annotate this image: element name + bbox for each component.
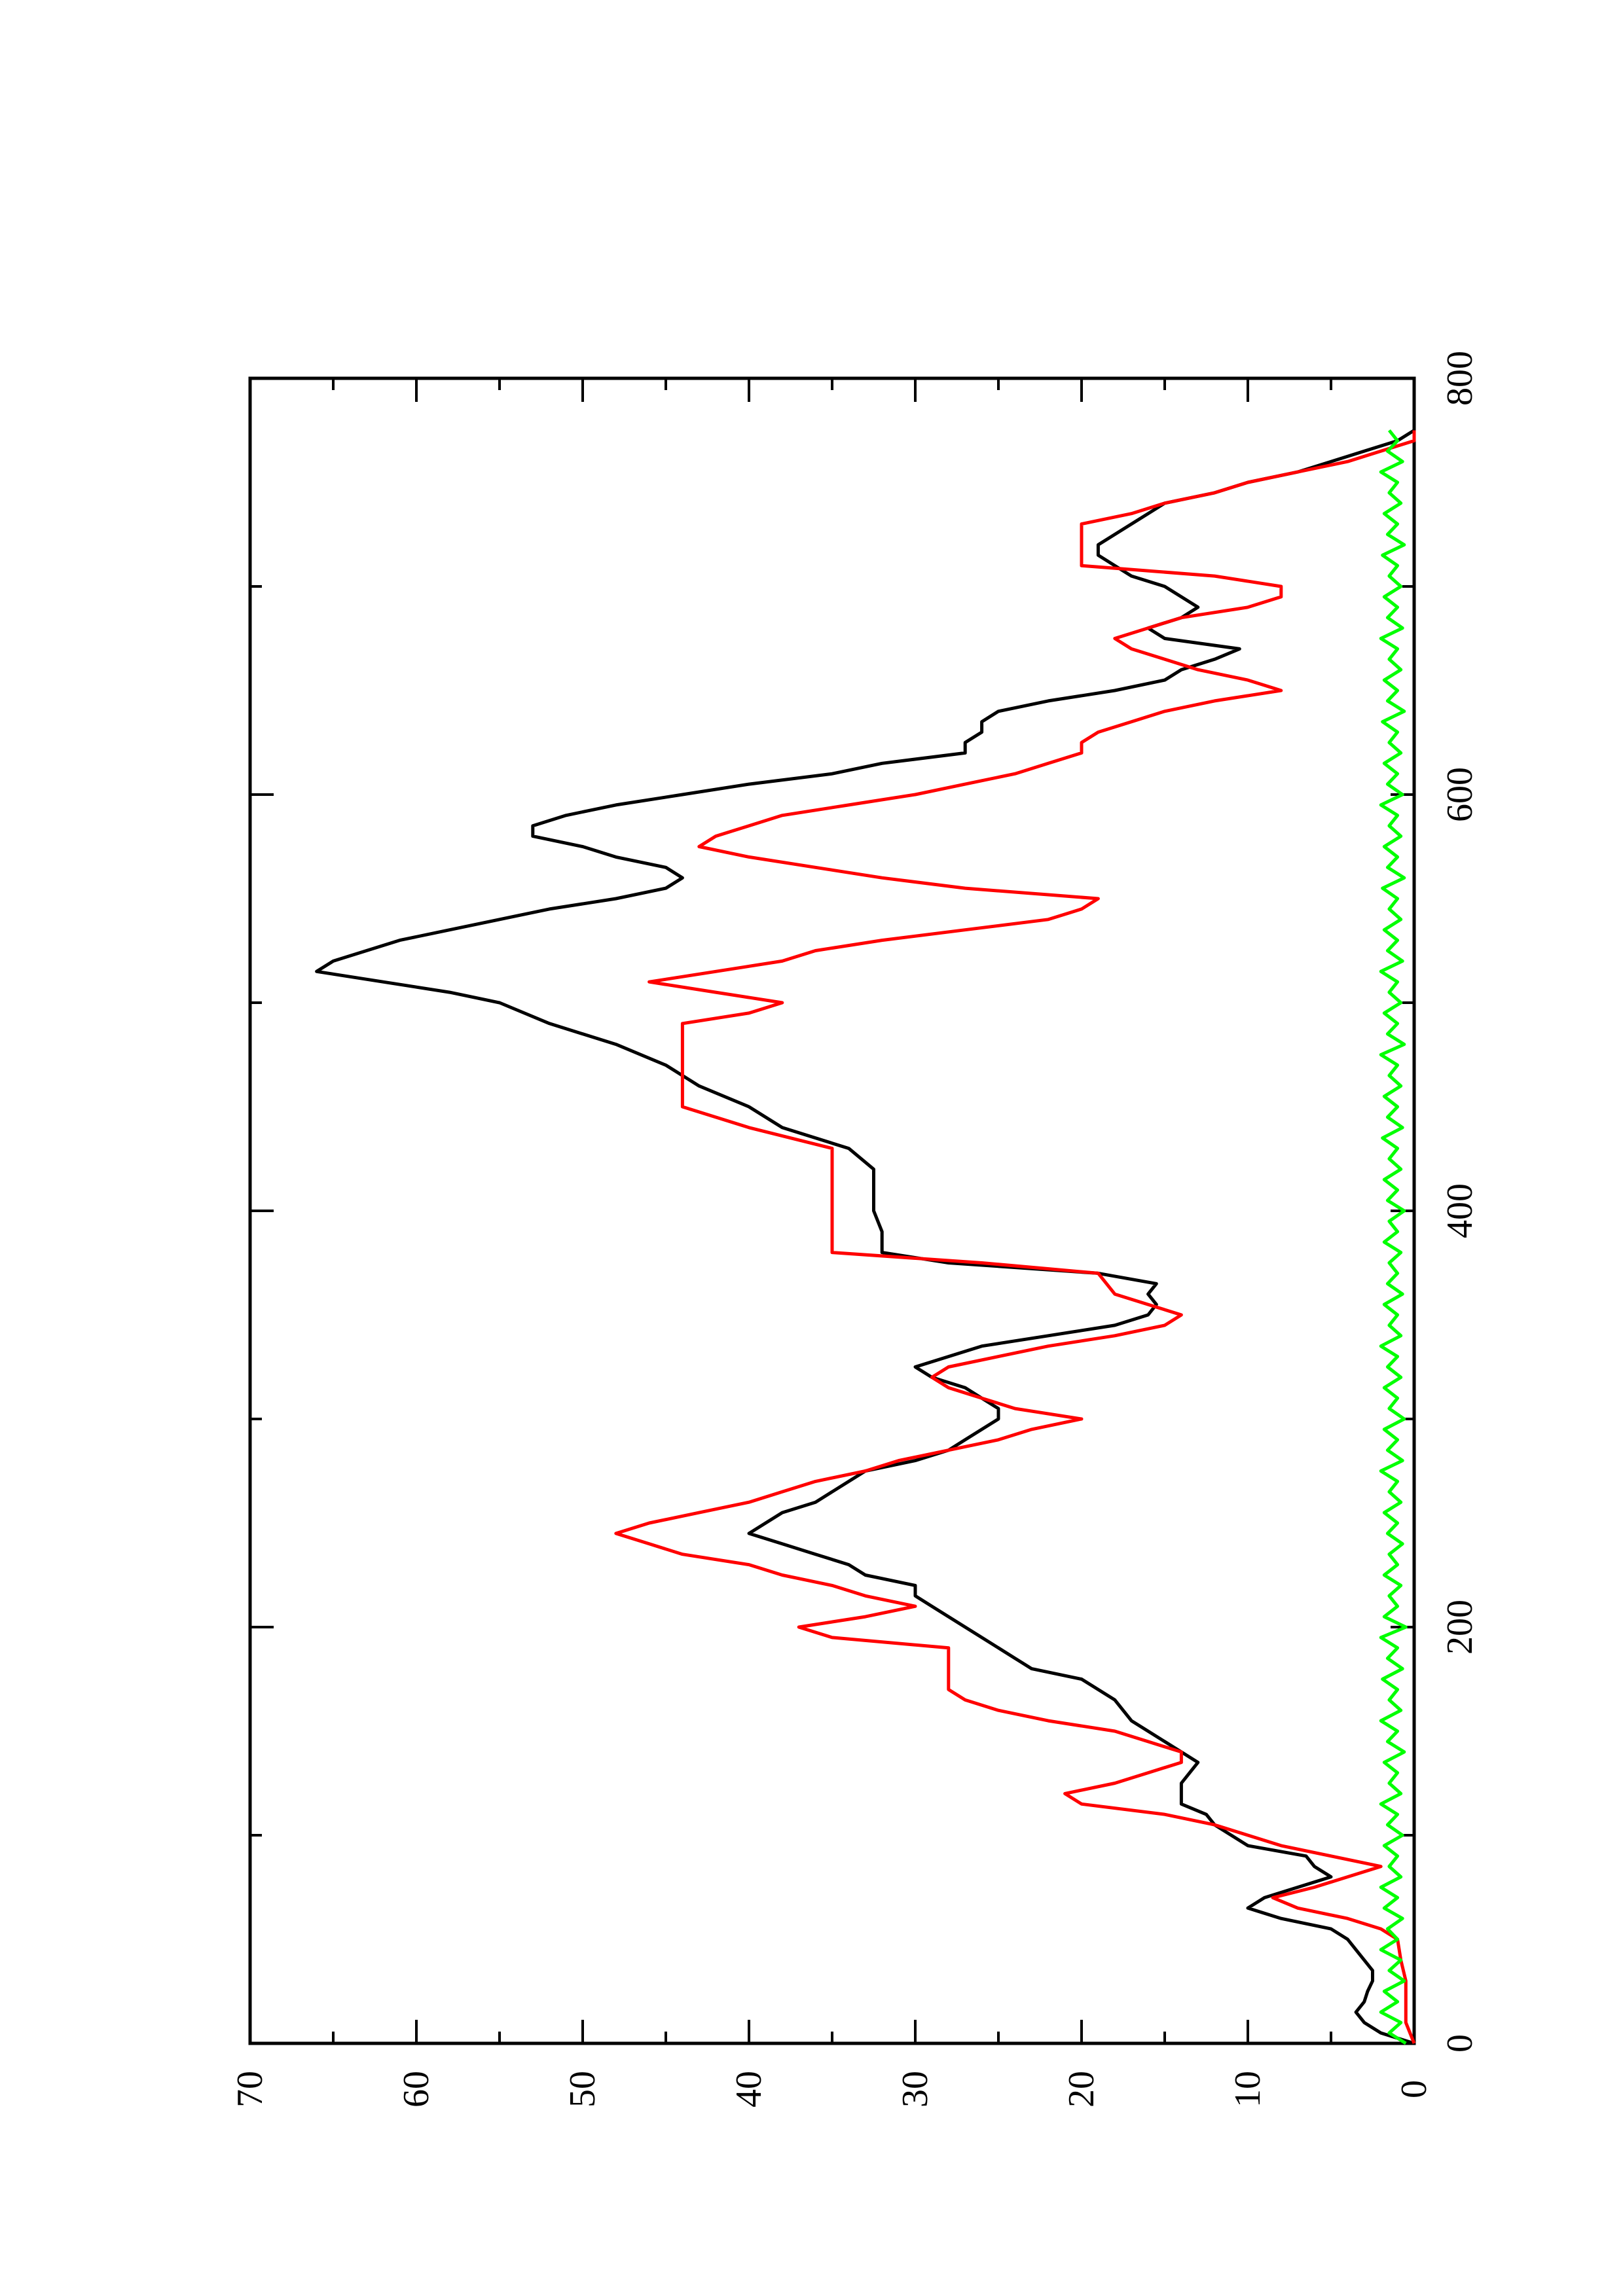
y-tick-label: 50 xyxy=(562,2071,603,2108)
series-green-line xyxy=(1379,429,1408,2045)
series-layer xyxy=(315,429,1416,2045)
plot-area xyxy=(248,376,1416,2045)
x-tick-label: 600 xyxy=(1440,767,1480,822)
tick-marks xyxy=(249,377,1415,2045)
y-tick-label: 40 xyxy=(729,2071,769,2108)
series-black-line xyxy=(315,429,1415,2045)
x-tick-label: 200 xyxy=(1440,1600,1480,1655)
x-tick-label: 400 xyxy=(1440,1183,1480,1238)
y-tick-label: 20 xyxy=(1061,2071,1102,2108)
y-tick-label: 10 xyxy=(1228,2071,1268,2108)
y-tick-label: 70 xyxy=(230,2071,270,2108)
x-tick-label: 0 xyxy=(1440,2034,1480,2053)
y-tick-label: 0 xyxy=(1394,2080,1434,2098)
series-red-line xyxy=(614,430,1416,2044)
y-tick-label: 60 xyxy=(396,2071,437,2108)
x-tick-label: 800 xyxy=(1440,351,1480,406)
y-tick-label: 30 xyxy=(895,2071,936,2108)
tick-labels: 0 200 400 600 800 0 10 20 30 40 50 60 70 xyxy=(230,351,1480,2108)
